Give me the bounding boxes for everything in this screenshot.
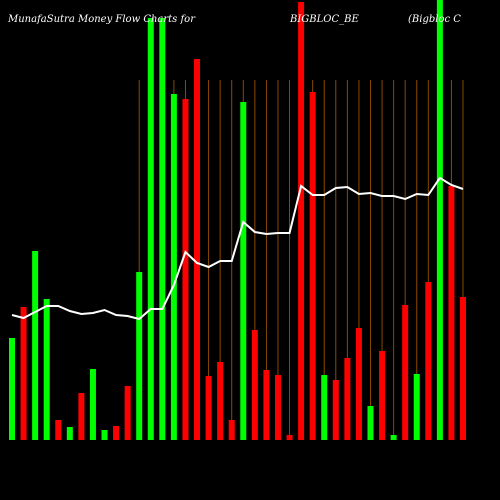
bar xyxy=(78,393,85,440)
bar xyxy=(332,380,339,440)
bar xyxy=(286,435,293,440)
bar xyxy=(147,18,154,440)
bar xyxy=(101,430,108,440)
bar xyxy=(66,427,73,440)
bar xyxy=(170,94,177,440)
bar xyxy=(159,18,166,440)
bar xyxy=(9,338,15,440)
bar xyxy=(379,351,386,440)
bar xyxy=(20,307,27,440)
bar xyxy=(205,376,212,440)
bar xyxy=(402,305,409,440)
annotation: (Bigbloc C xyxy=(408,14,461,25)
bar xyxy=(194,59,201,440)
bar xyxy=(448,186,455,440)
bar xyxy=(43,299,50,440)
bar xyxy=(89,369,96,440)
bar xyxy=(355,328,362,440)
bar xyxy=(460,297,466,440)
bar xyxy=(367,406,374,440)
money-flow-line xyxy=(11,176,464,321)
bar xyxy=(113,426,120,440)
bar xyxy=(309,92,316,440)
bar xyxy=(425,282,432,440)
chart-title: MunafaSutra Money Flow Charts for xyxy=(7,14,196,25)
bar xyxy=(217,362,224,440)
bar xyxy=(413,374,420,440)
bar xyxy=(321,375,328,440)
bar xyxy=(240,102,247,440)
bar xyxy=(436,0,443,440)
bar xyxy=(55,420,62,440)
bar xyxy=(390,435,397,440)
bar xyxy=(274,375,281,440)
bar xyxy=(263,370,270,440)
bar xyxy=(298,2,305,440)
bar xyxy=(344,358,351,440)
bars xyxy=(9,0,466,440)
chart-subtitle: BIGBLOC_BE xyxy=(289,14,359,25)
bar xyxy=(124,386,131,440)
bar xyxy=(136,272,143,440)
bar xyxy=(182,99,189,440)
bar xyxy=(228,420,235,440)
bar xyxy=(251,330,258,440)
bar xyxy=(32,251,39,440)
